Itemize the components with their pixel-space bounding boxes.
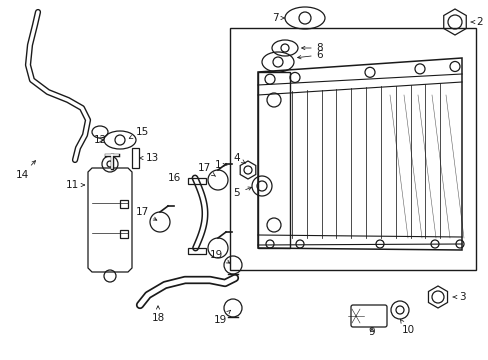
Text: 8: 8 — [301, 43, 323, 53]
Text: 10: 10 — [400, 320, 414, 335]
Bar — [187, 178, 205, 184]
Text: 3: 3 — [452, 292, 465, 302]
Text: 17: 17 — [135, 207, 157, 220]
Text: 4: 4 — [233, 153, 245, 163]
Bar — [258, 72, 289, 248]
Text: 6: 6 — [297, 50, 323, 60]
Bar — [120, 200, 128, 208]
Text: 15: 15 — [129, 127, 148, 138]
Text: 1: 1 — [214, 160, 226, 170]
Bar — [187, 248, 205, 254]
Text: 18: 18 — [151, 306, 164, 323]
Text: 16: 16 — [167, 173, 180, 183]
Bar — [132, 148, 139, 168]
Text: 7: 7 — [271, 13, 284, 23]
Text: 19: 19 — [209, 250, 229, 263]
Text: 11: 11 — [65, 180, 84, 190]
Text: 9: 9 — [368, 327, 375, 337]
Text: 14: 14 — [15, 161, 36, 180]
Text: 13: 13 — [140, 153, 158, 163]
Bar — [120, 230, 128, 238]
Text: 12: 12 — [93, 135, 106, 145]
Text: 17: 17 — [197, 163, 215, 176]
Text: 2: 2 — [470, 17, 482, 27]
Bar — [229, 28, 475, 270]
Text: 5: 5 — [233, 187, 251, 198]
Text: 19: 19 — [213, 310, 230, 325]
